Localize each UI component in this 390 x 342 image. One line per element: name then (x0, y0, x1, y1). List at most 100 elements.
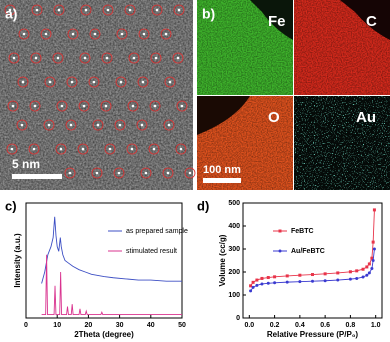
legend-marker (278, 249, 282, 253)
point (355, 269, 359, 273)
atom (167, 123, 171, 127)
atom-ring (163, 119, 175, 131)
atom (11, 104, 15, 108)
point (361, 267, 365, 271)
atom-ring (127, 100, 139, 112)
map-label: C (366, 13, 377, 30)
legend-label: Au/FeBTC (291, 248, 325, 255)
point (298, 273, 302, 277)
atom (104, 104, 108, 108)
atom-ring (162, 167, 174, 179)
point (371, 240, 375, 244)
point (285, 274, 289, 278)
atom-ring (40, 28, 52, 40)
atom-ring (126, 143, 138, 155)
x-tick-label: 0.0 (244, 322, 254, 329)
atom (128, 8, 132, 12)
panel-label: a) (5, 6, 17, 22)
point (365, 273, 369, 277)
point (273, 275, 277, 279)
point (371, 259, 375, 262)
atom (95, 171, 99, 175)
atom-ring (150, 52, 162, 64)
atom-ring (100, 100, 112, 112)
atom (130, 147, 134, 151)
point (323, 272, 327, 276)
atom (83, 56, 87, 60)
scale-bar-label: 100 nm (203, 164, 241, 176)
atom (21, 80, 25, 84)
point (285, 280, 289, 284)
x-tick-label: 40 (147, 322, 155, 329)
plot-frame (25, 202, 183, 319)
atom (93, 32, 97, 36)
point (266, 281, 270, 285)
atom (35, 8, 39, 12)
atom (179, 147, 183, 151)
x-tick-label: 1.0 (371, 322, 381, 329)
point (260, 282, 264, 286)
atom (10, 147, 14, 151)
atom (96, 123, 100, 127)
atom (33, 104, 37, 108)
atom-ring (91, 167, 103, 179)
atom (12, 56, 16, 60)
atom (140, 123, 144, 127)
point (370, 267, 374, 271)
atom (106, 8, 110, 12)
atom-ring (6, 143, 18, 155)
point (348, 277, 352, 281)
atom-ring (55, 143, 67, 155)
atom (92, 80, 96, 84)
atom-ring (149, 100, 161, 112)
point (370, 256, 374, 260)
atom-ring (172, 52, 184, 64)
atom (155, 8, 159, 12)
point (367, 262, 371, 266)
atom (59, 147, 63, 151)
y-tick-label: 200 (228, 269, 240, 276)
atom-ring (44, 76, 56, 88)
point (355, 276, 359, 280)
atom-ring (16, 119, 28, 131)
atom (57, 8, 61, 12)
point (372, 208, 376, 212)
atom (144, 171, 148, 175)
atom-ring (53, 4, 65, 16)
atom (70, 80, 74, 84)
point (367, 271, 371, 275)
y-tick-label: 0 (236, 315, 240, 322)
atom-ring (160, 28, 172, 40)
atom-ring (18, 28, 30, 40)
tem-image (0, 0, 196, 190)
atom (69, 123, 73, 127)
atom-ring (65, 119, 77, 131)
legend-label: stimulated result (126, 248, 177, 255)
legend-label: FeBTC (291, 228, 314, 235)
atom (81, 147, 85, 151)
atom-ring (56, 100, 68, 112)
map-label: O (268, 109, 280, 126)
x-tick-label: 0.6 (320, 322, 330, 329)
atom-ring (115, 76, 127, 88)
atom-ring (78, 100, 90, 112)
atom (119, 80, 123, 84)
point (251, 280, 255, 284)
point (336, 278, 340, 282)
x-tick-label: 0.4 (295, 322, 305, 329)
y-axis-label: Intensity (a.u.) (13, 233, 22, 288)
eds-maps (197, 0, 390, 190)
y-axis-label: Volume (cc/g) (218, 234, 227, 286)
atom-ring (52, 52, 64, 64)
y-tick-label: 400 (228, 223, 240, 230)
point (249, 284, 253, 288)
point (273, 281, 277, 285)
atom (141, 80, 145, 84)
atom (20, 123, 24, 127)
x-axis-label: Relative Pressure (P/P₀) (267, 330, 359, 339)
atom-ring (7, 100, 19, 112)
atom-ring (89, 28, 101, 40)
atom (132, 56, 136, 60)
atom-ring (114, 119, 126, 131)
